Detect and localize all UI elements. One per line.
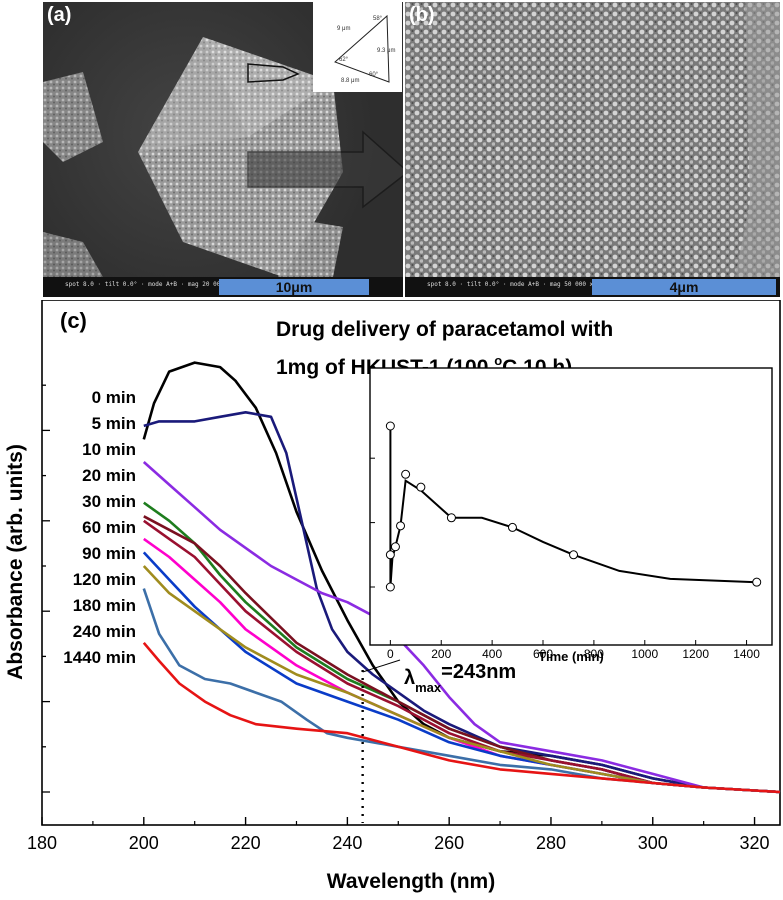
- y-axis-label: Absorbance (arb. units): [4, 444, 27, 680]
- x-tick-label: 240: [332, 833, 362, 853]
- scale-bar-b: 4μm: [592, 279, 776, 295]
- x-tick-label: 260: [434, 833, 464, 853]
- series-line-180-min: [142, 565, 781, 794]
- inset-data-point: [416, 482, 426, 492]
- lambda-value: =243nm: [441, 661, 516, 683]
- inset-side-2: 9.3 μm: [377, 48, 396, 54]
- series-line-60-min: [143, 519, 781, 794]
- chart-title-line1: Drug delivery of paracetamol with: [276, 318, 613, 341]
- inset-x-tick-label: 1400: [733, 647, 760, 661]
- inset-data-point: [385, 421, 395, 431]
- sem-databar-text-a: spot 8.0 · tilt 0.0° · mode A+B · mag 20…: [65, 281, 362, 288]
- inset-data-point: [385, 582, 395, 592]
- lambda-subscript: max: [415, 680, 442, 695]
- series-label-60-min: 60 min: [82, 518, 136, 537]
- panel-label-c: (c): [60, 308, 87, 333]
- lambda-symbol: λ: [404, 667, 415, 689]
- series-line-1440-min: [142, 641, 781, 794]
- series-label-20-min: 20 min: [82, 466, 136, 485]
- series-label-240-min: 240 min: [73, 622, 136, 641]
- octahedral-crystal: [138, 37, 343, 277]
- series-label-120-min: 120 min: [73, 570, 136, 589]
- arrow-to-panel-b: [247, 130, 403, 209]
- lambda-max-label: λmax=243nm: [404, 661, 516, 695]
- series-label-0-min: 0 min: [92, 388, 136, 407]
- sem-databar-b: spot 8.0 · tilt 0.0° · mode A+B · mag 50…: [405, 277, 780, 297]
- x-tick-label: 300: [638, 833, 668, 853]
- lambda-max-pointer: [362, 659, 401, 673]
- series-label-90-min: 90 min: [82, 544, 136, 563]
- inset-frame: [369, 367, 773, 646]
- x-tick-label: 320: [740, 833, 770, 853]
- panel-label-a: (a): [47, 4, 72, 26]
- inset-side-3: 8.8 μm: [341, 78, 360, 84]
- sem-databar-a: spot 8.0 · tilt 0.0° · mode A+B · mag 20…: [43, 277, 403, 297]
- inset-x-tick-label: 400: [482, 647, 502, 661]
- x-tick-label: 280: [536, 833, 566, 853]
- arrow-to-inset: [247, 63, 300, 83]
- inset-data-point: [390, 542, 400, 552]
- panel-label-b: (b): [409, 4, 435, 26]
- absorbance-chart: 180 200 220 240 260 280 300 320 0 min 5 min 10 min…: [4, 300, 781, 893]
- inset-data-point: [396, 521, 406, 531]
- inset-data-point: [401, 469, 411, 479]
- inset-x-tick-label: 600: [533, 647, 553, 661]
- inset-angle-1: 58°: [373, 16, 383, 22]
- crystal-illustration-a: [43, 37, 403, 282]
- inset-angle-3: 60°: [369, 72, 379, 78]
- x-tick-label: 220: [231, 833, 261, 853]
- inset-data-point: [385, 550, 395, 560]
- series-line-5-min: [143, 411, 781, 794]
- inset-data-point: [507, 522, 517, 532]
- x-tick-label: 200: [129, 833, 159, 853]
- x-tick-label: 180: [27, 833, 57, 853]
- inset-data-point: [446, 513, 456, 523]
- series-label-180-min: 180 min: [73, 596, 136, 615]
- micrograph-b: (b) spot 8.0 · tilt 0.0° · mode A+B · ma…: [405, 2, 780, 297]
- inset-side-1: 9 μm: [337, 26, 351, 32]
- inset-data-point: [569, 550, 579, 560]
- inset-x-tick-label: 0: [387, 647, 394, 661]
- sem-databar-text-b: spot 8.0 · tilt 0.0° · mode A+B · mag 50…: [427, 281, 724, 288]
- series-label-1440-min: 1440 min: [63, 648, 136, 667]
- x-axis-label: Wavelength (nm): [327, 870, 495, 893]
- crystal-surface-illustration-b: [405, 2, 780, 297]
- scale-bar-a: 10μm: [219, 279, 369, 295]
- micrograph-a: 9 μm 9.3 μm 8.8 μm 58° 62° 60° (a) spot …: [43, 2, 403, 297]
- series-label-30-min: 30 min: [82, 492, 136, 511]
- inset-x-tick-label: 200: [431, 647, 451, 661]
- inset-data-point: [752, 577, 762, 587]
- inset-x-axis-label: Time (min): [538, 649, 604, 664]
- inset-x-tick-label: 1000: [631, 647, 658, 661]
- triangle-inset: 9 μm 9.3 μm 8.8 μm 58° 62° 60°: [313, 2, 402, 92]
- inset-x-tick-label: 800: [584, 647, 604, 661]
- inset-x-tick-label: 1200: [682, 647, 709, 661]
- chart-title-line2-sup: o: [494, 353, 502, 368]
- inset-angle-2: 62°: [339, 57, 349, 63]
- series-label-5-min: 5 min: [92, 414, 136, 433]
- series-label-10-min: 10 min: [82, 440, 136, 459]
